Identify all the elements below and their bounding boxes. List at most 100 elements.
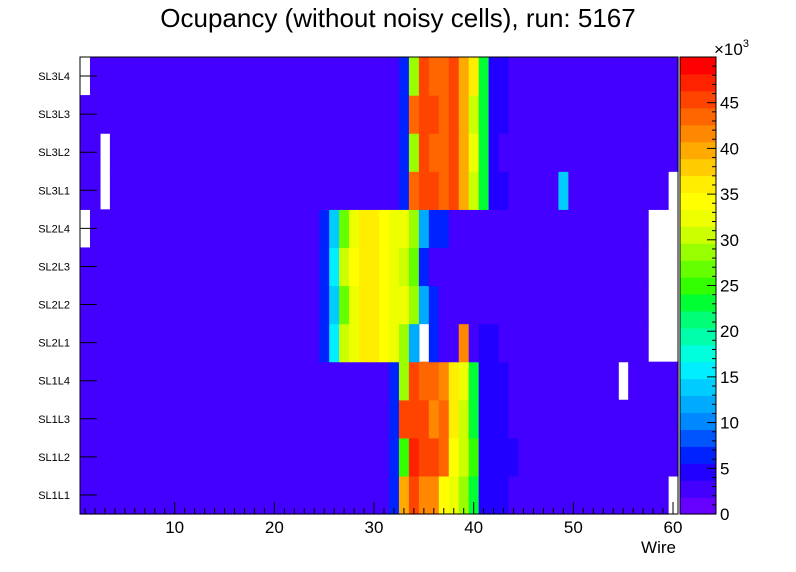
heatmap-cell	[219, 95, 231, 134]
heatmap-cell	[648, 171, 659, 210]
heatmap-cell	[388, 247, 400, 287]
heatmap-cell	[329, 133, 340, 172]
heatmap-cell	[149, 399, 161, 439]
heatmap-cell	[568, 57, 579, 96]
heatmap-cell	[648, 475, 659, 515]
color-scale-band	[680, 361, 716, 380]
color-scale-band	[680, 463, 716, 481]
heatmap-cell	[468, 437, 480, 477]
heatmap-cell	[518, 95, 530, 134]
heatmap-cell	[388, 475, 400, 515]
heatmap-cell	[508, 361, 520, 401]
heatmap-cell	[229, 247, 241, 287]
heatmap-cell	[239, 361, 251, 401]
heatmap-row-sl2l2	[80, 285, 649, 325]
heatmap-cell	[518, 399, 530, 439]
y-axis-labels: SL1L1 SL1L2 SL1L3 SL1L4 SL2L1 SL2L2 SL2L3 SL2L4…	[38, 71, 97, 502]
heatmap-cell	[369, 133, 380, 172]
heatmap-cell	[538, 361, 550, 401]
heatmap-cell	[219, 361, 231, 401]
heatmap-cell	[289, 95, 300, 134]
heatmap-cell	[638, 247, 649, 287]
heatmap-cell	[628, 95, 639, 134]
heatmap-cell	[628, 475, 639, 515]
heatmap-cell	[428, 399, 440, 439]
heatmap-cell	[169, 323, 181, 363]
heatmap-cell	[209, 437, 221, 477]
heatmap-cell	[279, 209, 290, 249]
heatmap-cell	[159, 437, 171, 477]
heatmap-cell	[299, 133, 310, 172]
heatmap-cell	[119, 475, 131, 515]
heatmap-cell	[388, 285, 400, 325]
heatmap-cell	[369, 209, 380, 249]
heatmap-cell	[548, 475, 559, 515]
heatmap-cell	[408, 57, 420, 96]
heatmap-cell	[478, 95, 490, 134]
heatmap-cell	[468, 133, 480, 172]
heatmap-cell	[468, 171, 480, 210]
heatmap-cell	[478, 209, 490, 249]
color-scale-band	[680, 378, 716, 397]
heatmap-cell	[239, 323, 251, 363]
heatmap-cell	[498, 475, 510, 515]
heatmap-cell	[359, 133, 370, 172]
heatmap-cell	[618, 171, 629, 210]
heatmap-cell	[588, 361, 599, 401]
heatmap-cell	[428, 209, 440, 249]
heatmap-cell	[259, 437, 270, 477]
heatmap-cell	[398, 57, 410, 96]
heatmap-cell	[349, 361, 360, 401]
heatmap-cell	[508, 285, 520, 325]
heatmap-cell	[468, 285, 480, 325]
heatmap-cell	[219, 209, 231, 249]
heatmap-cell	[129, 437, 141, 477]
heatmap-cell	[438, 399, 450, 439]
heatmap-cell	[638, 95, 649, 134]
heatmap-cell	[189, 323, 201, 363]
heatmap-cell	[408, 399, 420, 439]
heatmap-cell	[548, 209, 559, 249]
color-scale-band	[680, 209, 716, 227]
heatmap-cell	[129, 475, 141, 515]
heatmap-cell	[438, 209, 450, 249]
heatmap-row-sl2l3	[80, 247, 649, 287]
heatmap-cell	[199, 209, 211, 249]
heatmap-cell	[359, 57, 370, 96]
heatmap-cell	[468, 475, 480, 515]
heatmap-cell	[508, 475, 520, 515]
heatmap-cell	[179, 475, 191, 515]
heatmap-cell	[628, 171, 639, 210]
heatmap-cell	[289, 475, 300, 515]
z-tick-label: 35	[720, 185, 739, 204]
heatmap-cell	[239, 437, 251, 477]
heatmap-cell	[309, 399, 320, 439]
heatmap-cell	[359, 475, 370, 515]
heatmap-cell	[189, 399, 201, 439]
z-axis-multiplier: ×103	[714, 38, 749, 59]
heatmap-cell	[179, 361, 191, 401]
heatmap-cell	[289, 323, 300, 363]
heatmap-cell	[279, 361, 290, 401]
heatmap-cell	[139, 171, 151, 210]
heatmap-cell	[329, 209, 340, 249]
heatmap-cell	[279, 399, 290, 439]
heatmap-cell	[289, 133, 300, 172]
heatmap-cell	[448, 437, 460, 477]
heatmap-cell	[628, 247, 639, 287]
heatmap-cell	[538, 323, 550, 363]
heatmap-cell	[139, 95, 151, 134]
y-tick-label: SL2L1	[38, 338, 70, 350]
heatmap-cell	[578, 171, 589, 210]
heatmap-cell	[239, 247, 251, 287]
heatmap-row-sl2l4	[89, 209, 649, 249]
y-tick-label: SL1L1	[38, 490, 70, 502]
heatmap-cell	[408, 133, 420, 172]
heatmap-cell	[578, 285, 589, 325]
heatmap-cell	[458, 475, 470, 515]
heatmap-cell	[618, 247, 629, 287]
heatmap-cell	[528, 133, 540, 172]
heatmap-cell	[558, 285, 569, 325]
heatmap-cell	[359, 399, 370, 439]
